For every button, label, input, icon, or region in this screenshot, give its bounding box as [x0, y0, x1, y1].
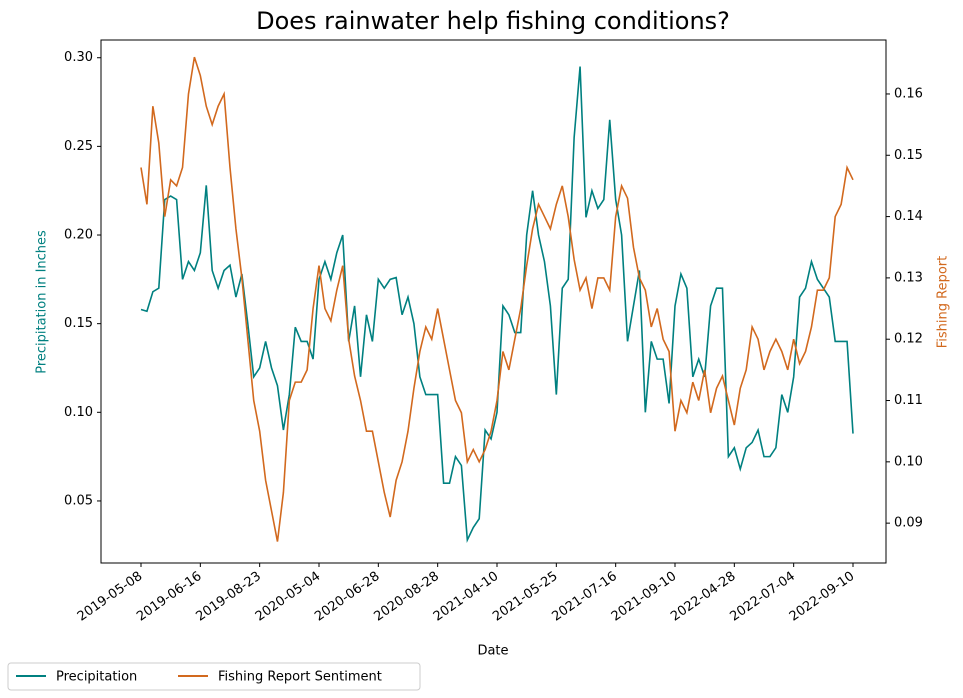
- y-tick-label: 0.15: [64, 316, 93, 331]
- y2-tick-label: 0.14: [894, 209, 923, 224]
- legend-label: Fishing Report Sentiment: [218, 670, 382, 685]
- y-tick-label: 0.25: [64, 139, 93, 154]
- x-tick-label: 2020-05-04: [253, 569, 324, 625]
- x-axis-label: Date: [477, 644, 508, 659]
- y2-tick-label: 0.12: [894, 332, 923, 347]
- y2-tick-label: 0.13: [894, 270, 923, 285]
- y2-tick-label: 0.10: [894, 454, 923, 469]
- plot-frame: [100, 39, 887, 564]
- x-tick-label: 2020-06-28: [312, 569, 383, 625]
- x-tick-label: 2020-08-28: [371, 569, 442, 625]
- y-tick-label: 0.20: [64, 228, 93, 243]
- y-axis-label: Precipitation in Inches: [35, 230, 50, 374]
- x-tick-label: 2022-09-10: [787, 569, 858, 625]
- y-tick-label: 0.10: [64, 405, 93, 420]
- x-tick-label: 2021-07-16: [549, 569, 620, 625]
- x-tick-label: 2019-06-16: [134, 569, 205, 625]
- x-tick-label: 2021-05-25: [490, 569, 561, 625]
- legend-label: Precipitation: [56, 670, 137, 685]
- y2-tick-label: 0.15: [894, 148, 923, 163]
- y2-tick-label: 0.09: [894, 516, 923, 531]
- y2-tick-label: 0.16: [894, 86, 923, 101]
- legend-box: [7, 662, 421, 691]
- x-tick-label: 2022-04-28: [668, 569, 739, 625]
- x-tick-label: 2019-05-08: [75, 569, 146, 625]
- x-tick-label: 2021-09-10: [609, 569, 680, 625]
- x-tick-label: 2019-08-23: [193, 569, 264, 625]
- y2-tick-label: 0.11: [894, 393, 923, 408]
- series-line: [140, 66, 854, 543]
- x-tick-label: 2022-07-04: [727, 569, 798, 625]
- y-tick-label: 0.05: [64, 493, 93, 508]
- y-tick-label: 0.30: [64, 50, 93, 65]
- x-tick-label: 2021-04-10: [431, 569, 502, 625]
- y2-axis-label: Fishing Report: [936, 256, 951, 349]
- series-line: [140, 56, 854, 542]
- chart-title: Does rainwater help fishing conditions?: [256, 7, 730, 35]
